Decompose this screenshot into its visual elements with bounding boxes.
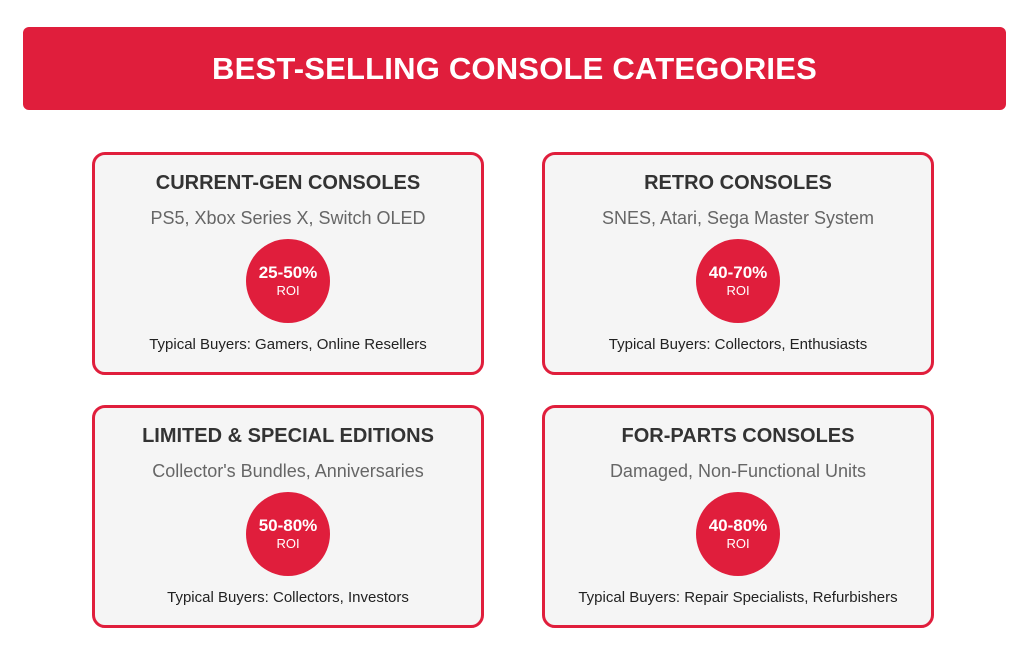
roi-value: 50-80% [258, 516, 318, 535]
roi-value: 25-50% [258, 263, 318, 282]
roi-label: ROI [726, 536, 750, 551]
category-card-retro: RETRO CONSOLES SNES, Atari, Sega Master … [542, 152, 934, 375]
card-buyers: Typical Buyers: Collectors, Enthusiasts [608, 336, 868, 353]
card-subtitle: PS5, Xbox Series X, Switch OLED [150, 208, 426, 228]
roi-badge: 40-70% ROI [696, 239, 780, 323]
card-buyers: Typical Buyers: Repair Specialists, Refu… [578, 589, 898, 606]
card-title: FOR-PARTS CONSOLES [621, 425, 855, 447]
card-subtitle: Damaged, Non-Functional Units [609, 461, 867, 481]
roi-badge: 50-80% ROI [246, 492, 330, 576]
card-subtitle: Collector's Bundles, Anniversaries [152, 461, 424, 481]
roi-label: ROI [276, 536, 300, 551]
header-banner: BEST-SELLING CONSOLE CATEGORIES [23, 27, 1006, 110]
roi-badge: 40-80% ROI [696, 492, 780, 576]
card-title: RETRO CONSOLES [644, 172, 832, 194]
category-card-current-gen: CURRENT-GEN CONSOLES PS5, Xbox Series X,… [92, 152, 484, 375]
card-subtitle: SNES, Atari, Sega Master System [601, 208, 875, 228]
roi-label: ROI [726, 283, 750, 298]
category-card-for-parts: FOR-PARTS CONSOLES Damaged, Non-Function… [542, 405, 934, 628]
roi-value: 40-70% [708, 263, 768, 282]
roi-label: ROI [276, 283, 300, 298]
card-buyers: Typical Buyers: Gamers, Online Resellers [149, 336, 427, 353]
roi-badge: 25-50% ROI [246, 239, 330, 323]
card-buyers: Typical Buyers: Collectors, Investors [167, 589, 409, 606]
roi-value: 40-80% [708, 516, 768, 535]
card-title: CURRENT-GEN CONSOLES [155, 172, 421, 194]
page-title: BEST-SELLING CONSOLE CATEGORIES [211, 50, 817, 86]
category-card-limited-editions: LIMITED & SPECIAL EDITIONS Collector's B… [92, 405, 484, 628]
card-title: LIMITED & SPECIAL EDITIONS [142, 425, 434, 447]
